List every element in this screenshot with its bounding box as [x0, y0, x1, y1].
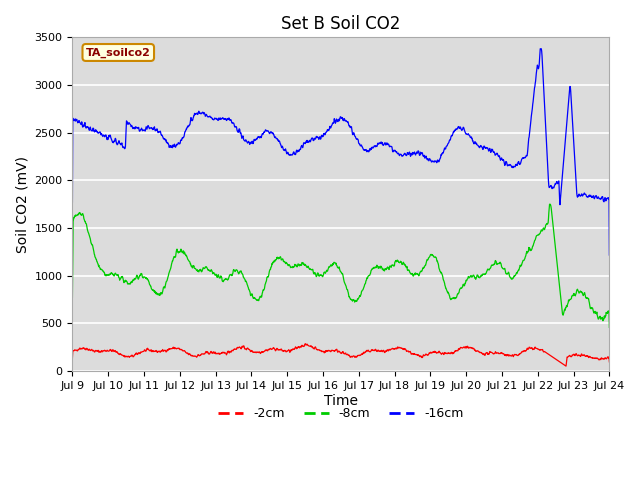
X-axis label: Time: Time: [324, 394, 358, 408]
Y-axis label: Soil CO2 (mV): Soil CO2 (mV): [15, 156, 29, 253]
Legend: -2cm, -8cm, -16cm: -2cm, -8cm, -16cm: [213, 402, 468, 425]
Text: TA_soilco2: TA_soilco2: [86, 48, 150, 58]
Title: Set B Soil CO2: Set B Soil CO2: [281, 15, 401, 33]
